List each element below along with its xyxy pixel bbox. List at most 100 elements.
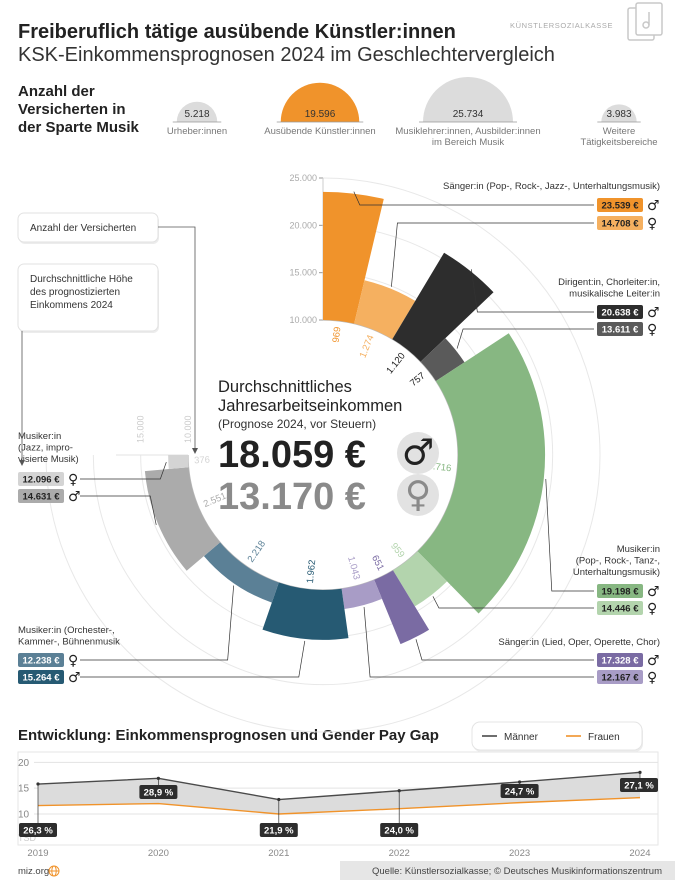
- radial-bar: [144, 467, 221, 571]
- note-box: [17, 263, 159, 332]
- gap-label: 27,1 %: [624, 781, 654, 792]
- arrow-head: [192, 448, 198, 454]
- source: Quelle: Künstlersozialkasse; © Deutsches…: [372, 866, 662, 877]
- leader-line: [353, 191, 594, 206]
- x-tick-label: 2023: [509, 848, 530, 859]
- point: [518, 780, 522, 784]
- text-line: Kammer-, Bühnenmusik: [18, 637, 120, 648]
- y-tick-label: 10.000: [289, 315, 317, 325]
- text-line: Durchschnittliche Höhe: [30, 274, 133, 285]
- value-box: [597, 653, 643, 667]
- y-tick-label: 20.000: [289, 220, 317, 230]
- text-line: Einkommens 2024: [30, 300, 113, 311]
- line: [37, 796, 641, 815]
- gap-label: 21,9 %: [264, 826, 294, 837]
- text-line: Jahresarbeitseinkommen: [218, 397, 402, 415]
- gender-symbol: ♀: [68, 472, 78, 488]
- value-box: [18, 489, 64, 503]
- text-line: Dirigent:in, Chorleiter:in,: [558, 277, 660, 288]
- y-tick-label: 10.000: [183, 415, 193, 443]
- footer-bar: [340, 861, 675, 880]
- line: [37, 771, 641, 801]
- value-label: 14.446 €: [602, 604, 640, 615]
- count-label: 376: [194, 455, 210, 467]
- count-label: 969: [331, 326, 344, 343]
- value-box: [597, 601, 643, 615]
- x-tick-label: 2021: [268, 848, 289, 859]
- category-label: Sänger:in (Pop-, Rock-, Jazz-, Unterhalt…: [443, 181, 660, 192]
- radial-bar: [323, 191, 384, 324]
- y-tick-label: 20: [18, 758, 30, 769]
- gap-label: 28,9 %: [144, 788, 174, 799]
- value-label: 14.708 €: [602, 219, 640, 230]
- semicircle: [280, 82, 360, 122]
- arrow-head: [19, 460, 25, 466]
- text-line: Weitere: [603, 126, 636, 137]
- gender-symbol: ♀: [647, 601, 657, 617]
- value-box: [18, 670, 64, 684]
- average-label: 13.170 €: [218, 476, 366, 518]
- radial-bar: [354, 280, 416, 340]
- value-box: [18, 653, 64, 667]
- value-label: 12.238 €: [23, 656, 61, 667]
- radial-bar: [420, 338, 465, 382]
- gender-symbol: ♀: [647, 670, 657, 686]
- leader-line: [391, 222, 594, 287]
- text-line: im Bereich Musik: [432, 137, 505, 148]
- y-tick-label: 15: [18, 784, 30, 795]
- gender-symbol: ♂: [647, 198, 660, 214]
- value-box: [597, 198, 643, 212]
- gap-box: [380, 823, 419, 837]
- value-label: 25.734: [453, 109, 484, 120]
- leader-line: [80, 495, 157, 526]
- radial-bar: [392, 252, 494, 362]
- x-tick-label: 2020: [148, 848, 169, 859]
- y-tick-label: 15.000: [136, 415, 146, 443]
- value-label: 14.631 €: [23, 492, 61, 503]
- value-box: [597, 216, 643, 230]
- gender-symbol: ♂: [68, 670, 81, 686]
- note-text: Durchschnittliche Höhe des prognostiziert…: [30, 274, 133, 311]
- x-tick-label: 2024: [629, 848, 650, 859]
- gap-label: 24,0 %: [384, 826, 414, 837]
- value-label: 15.264 €: [23, 673, 61, 684]
- semicircle: [601, 104, 637, 122]
- semicircle: [176, 101, 218, 122]
- note-pointer: [158, 226, 196, 452]
- subtitle: KSK-Einkommensprognosen 2024 im Geschlec…: [18, 44, 555, 66]
- point: [277, 797, 281, 802]
- text-line: (Jazz, impro-: [18, 443, 73, 454]
- text-line: Musiker:in (Orchester-,: [18, 625, 115, 636]
- text-line: Durchschnittliches: [218, 378, 352, 396]
- legend-label: Frauen: [588, 732, 620, 743]
- text-line: Musiker:in: [18, 431, 61, 442]
- point: [156, 776, 160, 780]
- gender-symbol: ♀: [405, 475, 431, 516]
- gap-box: [139, 785, 178, 799]
- gender-symbol: ♀: [68, 653, 78, 669]
- grid-ring: [45, 177, 601, 733]
- text-line: Anzahl der: [18, 83, 95, 100]
- value-box: [18, 472, 64, 486]
- symbol-circle: [397, 474, 439, 516]
- point: [36, 782, 40, 786]
- y-tick-label: 25.000: [289, 173, 317, 183]
- text-line: der Sparte Musik: [18, 119, 140, 136]
- x-tick-label: 2022: [389, 848, 410, 859]
- text-line: musikalische Leiter:in: [569, 289, 660, 300]
- text-line: Versicherten in: [18, 101, 126, 118]
- gap-box: [500, 784, 539, 798]
- gender-symbol: ♂: [647, 305, 660, 321]
- section-title: Entwicklung: Einkommensprognosen und Gen…: [18, 727, 439, 744]
- text-line: Tätigkeitsbereiche: [580, 137, 657, 148]
- radial-bar: [393, 551, 448, 607]
- y-unit: TSD: [18, 833, 37, 843]
- y-tick-label: 15.000: [289, 268, 317, 278]
- gender-symbol: ♂: [68, 489, 81, 505]
- leader-line: [80, 585, 234, 661]
- semicircle: [423, 77, 513, 122]
- category-label: Weitere Tätigkeitsbereiche: [580, 126, 657, 148]
- category-label: Urheber:innen: [167, 126, 227, 137]
